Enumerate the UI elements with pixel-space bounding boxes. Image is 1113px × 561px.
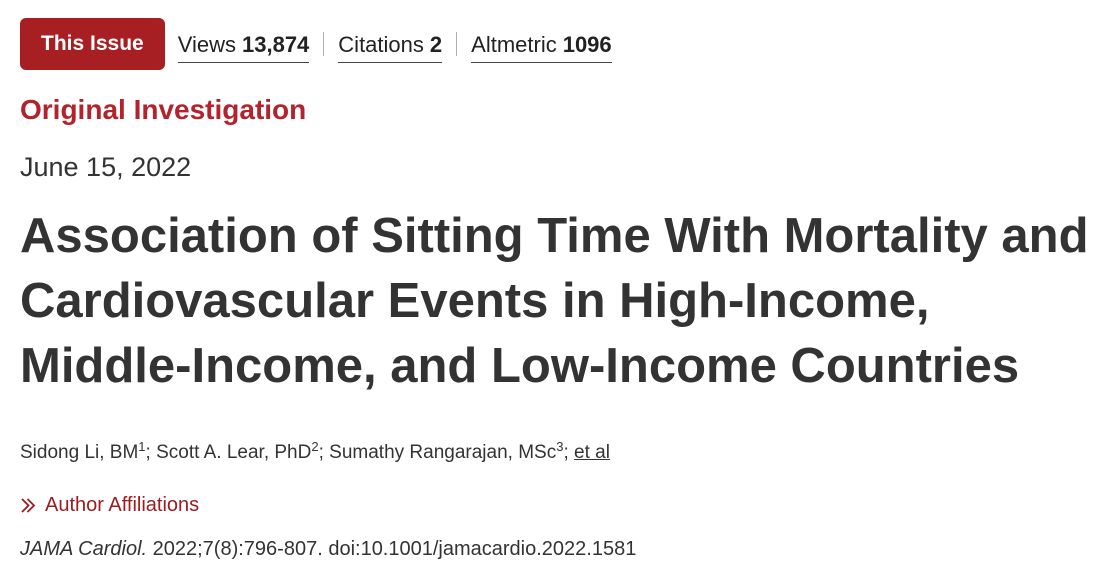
views-value: 13,874	[242, 31, 310, 57]
this-issue-button[interactable]: This Issue	[20, 18, 165, 70]
publication-date: June 15, 2022	[20, 152, 192, 182]
author-affiliation-number: 2	[311, 439, 319, 454]
metric-divider	[323, 32, 325, 56]
article-title: Association of Sitting Time With Mortali…	[20, 209, 1089, 393]
author-separator: ;	[563, 442, 575, 463]
views-metric[interactable]: Views 13,874	[177, 31, 310, 63]
altmetric-label: Altmetric	[471, 31, 557, 57]
journal-name: JAMA Cardiol.	[20, 538, 148, 560]
citations-label: Citations	[338, 31, 424, 57]
author-affiliations-toggle[interactable]: Author Affiliations	[20, 494, 199, 517]
author-name[interactable]: Sidong Li, BM	[20, 442, 139, 463]
author-separator: ;	[145, 442, 157, 463]
metric-divider	[456, 32, 458, 56]
double-chevron-right-icon	[21, 498, 36, 513]
author-affiliations-label: Author Affiliations	[45, 494, 200, 516]
article-type: Original Investigation	[20, 94, 307, 125]
metrics-bar: This Issue Views 13,874 Citations 2 Altm…	[20, 18, 1110, 70]
citations-metric[interactable]: Citations 2	[338, 31, 443, 63]
author-list: Sidong Li, BM1; Scott A. Lear, PhD2; Sum…	[20, 439, 610, 464]
citation-details: 2022;7(8):796-807. doi:10.1001/jamacardi…	[147, 538, 637, 560]
altmetric-metric[interactable]: Altmetric 1096	[471, 32, 612, 63]
author-name[interactable]: Scott A. Lear, PhD	[156, 442, 312, 463]
citations-value: 2	[429, 31, 443, 57]
author-separator: ;	[318, 442, 330, 463]
et-al-link[interactable]: et al	[574, 442, 610, 463]
author-affiliation-number: 1	[138, 439, 146, 454]
author-affiliation-number: 3	[556, 439, 564, 454]
altmetric-value: 1096	[562, 31, 612, 57]
views-label: Views	[177, 31, 236, 57]
author-name[interactable]: Sumathy Rangarajan, MSc	[329, 442, 557, 463]
article-header: This Issue Views 13,874 Citations 2 Altm…	[20, 18, 1110, 560]
